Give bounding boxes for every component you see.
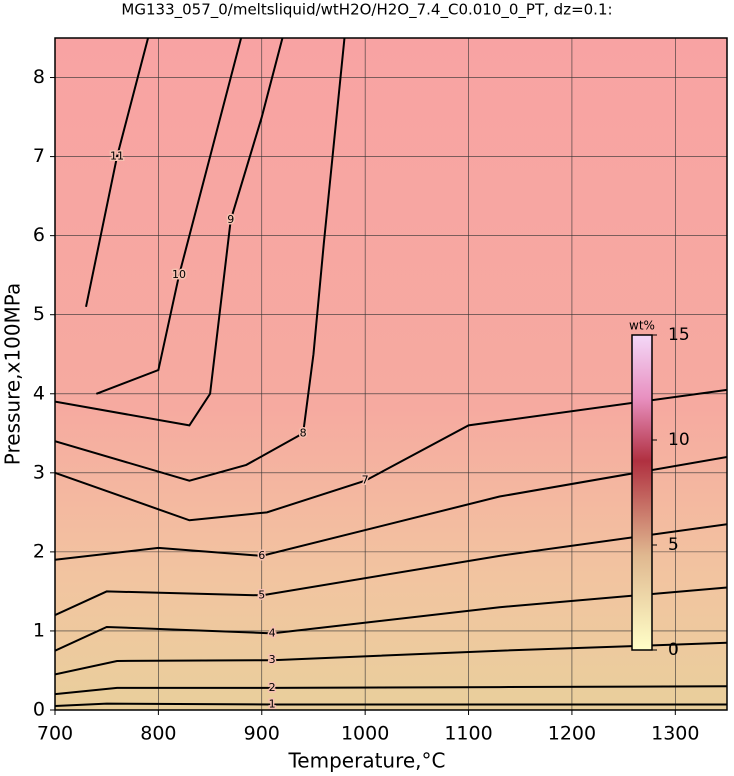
contour-line [55, 523, 727, 617]
contour-line [55, 702, 727, 708]
contour-label: 4 [269, 626, 276, 639]
y-tick-label: 0 [33, 699, 45, 721]
colorbar-tick-label: 10 [668, 430, 690, 450]
x-tick-label: 700 [37, 723, 73, 745]
y-tick-label: 5 [33, 303, 45, 325]
colorbar-tick-label: 0 [668, 640, 679, 660]
colorbar-tick-label: 5 [668, 535, 679, 555]
x-tick-label: 900 [244, 723, 280, 745]
contour-line [55, 641, 727, 676]
y-tick-label: 4 [33, 382, 45, 404]
contour-label: 7 [362, 474, 369, 487]
contour-line [55, 456, 727, 561]
contour-line [55, 586, 727, 652]
contour-label: 3 [269, 653, 276, 666]
x-tick-label: 1100 [444, 723, 492, 745]
contour-label: 2 [269, 681, 276, 694]
colorbar-scale [631, 334, 653, 651]
colorbar: wt% 0 5 10 15 [629, 319, 690, 661]
y-tick-label: 6 [33, 224, 45, 246]
plot-background [55, 38, 727, 710]
contour-line [55, 38, 284, 427]
chart-title: MG133_057_0/meltsliquid/wtH2O/H2O_7.4_C0… [121, 1, 612, 20]
y-tick-label: 3 [33, 461, 45, 483]
y-tick-label: 7 [33, 145, 45, 167]
y-tick-label: 2 [33, 540, 45, 562]
contour-label: 5 [258, 588, 265, 601]
contour-line [55, 685, 727, 696]
x-tick-label: 1200 [548, 723, 596, 745]
contour-label: 11 [110, 150, 124, 163]
contour-line [95, 38, 243, 395]
contour-line [55, 38, 346, 482]
x-tick-label: 1000 [341, 723, 389, 745]
contour-label: 10 [172, 268, 186, 281]
x-tick-label: 800 [140, 723, 176, 745]
contour-line [85, 38, 150, 308]
plot-area: 1 2 3 4 5 6 7 8 9 10 11 [55, 38, 727, 710]
y-axis-label: Pressure,x100MPa [1, 283, 25, 465]
contour-label: 1 [269, 697, 276, 710]
colorbar-label: wt% [629, 319, 655, 333]
plot-frame [54, 37, 728, 711]
contour-label: 6 [258, 549, 265, 562]
x-axis-label: Temperature,°C [287, 749, 445, 773]
contour-label: 9 [227, 213, 234, 226]
contour-label: 8 [300, 426, 307, 439]
y-tick-label: 8 [33, 66, 45, 88]
colorbar-tick-label: 15 [668, 325, 690, 345]
x-tick-label: 1300 [651, 723, 699, 745]
contour-line [55, 388, 727, 522]
y-tick-label: 1 [33, 619, 45, 641]
